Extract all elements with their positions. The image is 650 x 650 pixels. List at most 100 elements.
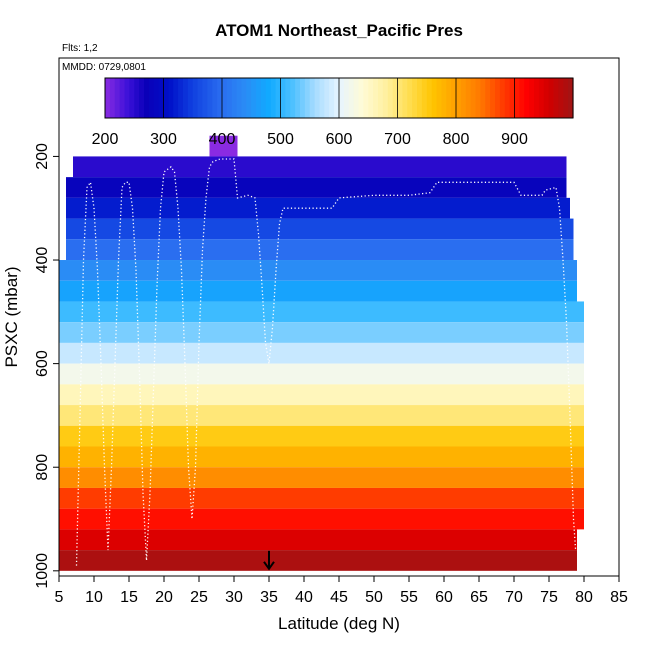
x-tick-label: 5: [55, 589, 64, 606]
colorbar-cell: [256, 78, 262, 118]
heatmap-band-5: [66, 239, 574, 261]
colorbar-cell: [295, 78, 301, 118]
heatmap-band-1: [73, 156, 567, 178]
heatmap-band-0: [209, 135, 238, 157]
heatmap-band-7: [59, 280, 577, 302]
colorbar-cell: [358, 78, 364, 118]
heatmap-band-18: [59, 508, 584, 530]
colorbar-cell: [212, 78, 218, 118]
arrow-marker: [263, 550, 275, 571]
colorbar-cell: [529, 78, 535, 118]
colorbar-cell: [387, 78, 394, 118]
x-tick-label: 55: [400, 589, 418, 606]
colorbar-cell: [168, 78, 174, 118]
colorbar-cell: [348, 78, 355, 118]
colorbar-cell: [504, 78, 511, 118]
colorbar-cell: [402, 78, 408, 118]
colorbar-cell: [187, 78, 194, 118]
heatmap-bands: [59, 135, 584, 571]
colorbar-cell: [543, 78, 550, 118]
colorbar-cell: [456, 78, 462, 118]
colorbar-cell: [343, 78, 350, 118]
colorbar-cell: [509, 78, 516, 118]
mmdd-annotation: MMDD: 0729,0801: [62, 62, 146, 73]
colorbar-cell: [538, 78, 545, 118]
colorbar-tick-label: 800: [443, 131, 470, 148]
x-tick-label: 80: [575, 589, 593, 606]
colorbar-cell: [446, 78, 452, 118]
heatmap-band-20: [59, 550, 577, 571]
y-tick-label: 600: [34, 350, 51, 377]
x-tick-label: 60: [435, 589, 453, 606]
colorbar-cell: [490, 78, 496, 118]
colorbar-cell: [183, 78, 189, 118]
arrow-head: [263, 561, 275, 571]
colorbar-cell: [373, 78, 379, 118]
y-tick-label: 200: [34, 143, 51, 170]
colorbar-cell: [392, 78, 399, 118]
colorbar-tick-label: 500: [267, 131, 294, 148]
x-tick-label: 45: [330, 589, 348, 606]
colorbar-cell: [465, 78, 472, 118]
colorbar-cell: [558, 78, 564, 118]
colorbar-cell: [524, 78, 530, 118]
colorbar-cell: [217, 78, 223, 118]
colorbar-cell: [314, 78, 321, 118]
x-tick-label: 25: [190, 589, 208, 606]
y-axis-label: PSXC (mbar): [2, 266, 21, 367]
colorbar-cell: [192, 78, 199, 118]
colorbar-cell: [202, 78, 208, 118]
colorbar-tick-label: 200: [92, 131, 119, 148]
heatmap-band-14: [59, 425, 584, 447]
colorbar-tick-label: 700: [384, 131, 411, 148]
colorbar-tick-label: 300: [150, 131, 177, 148]
colorbar-cell: [397, 78, 403, 118]
colorbar-cell: [158, 78, 165, 118]
colorbar-cell: [407, 78, 413, 118]
heatmap-band-2: [66, 177, 567, 198]
colorbar-cell: [207, 78, 213, 118]
colorbar-cell: [109, 78, 116, 118]
colorbar-cell: [265, 78, 272, 118]
heatmap-band-9: [59, 322, 584, 343]
colorbar-cell: [485, 78, 491, 118]
heatmap-band-4: [66, 218, 574, 240]
colorbar-cell: [231, 78, 238, 118]
heatmap-band-16: [59, 467, 584, 488]
colorbar-cell: [129, 78, 135, 118]
colorbar-cell: [222, 78, 228, 118]
colorbar-cell: [553, 78, 559, 118]
colorbar-cell: [300, 78, 306, 118]
colorbar-cell: [319, 78, 325, 118]
colorbar-cell: [480, 78, 486, 118]
colorbar-cell: [417, 78, 423, 118]
colorbar-cell: [241, 78, 247, 118]
x-axis: 5 10 15 20 25 30 35 40 45 50 55 60 65 70 75 80 85: [55, 575, 628, 606]
y-tick-label: 1000: [34, 553, 51, 589]
x-tick-label: 70: [505, 589, 523, 606]
heatmap-band-11: [59, 363, 584, 385]
x-tick-label: 20: [155, 589, 173, 606]
colorbar-cell: [519, 78, 525, 118]
colorbar-cell: [568, 78, 574, 118]
x-tick-label: 65: [470, 589, 488, 606]
colorbar-cell: [173, 78, 179, 118]
heatmap-band-17: [59, 487, 584, 509]
colorbar-cell: [148, 78, 155, 118]
colorbar-cell: [114, 78, 121, 118]
colorbar-cell: [144, 78, 150, 118]
colorbar-cell: [139, 78, 145, 118]
heatmap-band-8: [59, 301, 584, 323]
colorbar-cell: [280, 78, 286, 118]
x-tick-label: 85: [610, 589, 628, 606]
colorbar-cell: [514, 78, 520, 118]
x-tick-label: 15: [120, 589, 138, 606]
colorbar-cell: [270, 78, 277, 118]
colorbar-tick-label: 400: [209, 131, 236, 148]
heatmap-band-10: [59, 342, 584, 364]
heatmap-band-3: [66, 197, 570, 219]
colorbar-cell: [534, 78, 540, 118]
colorbar-cell: [236, 78, 243, 118]
y-tick-label: 400: [34, 247, 51, 274]
x-tick-label: 40: [295, 589, 313, 606]
